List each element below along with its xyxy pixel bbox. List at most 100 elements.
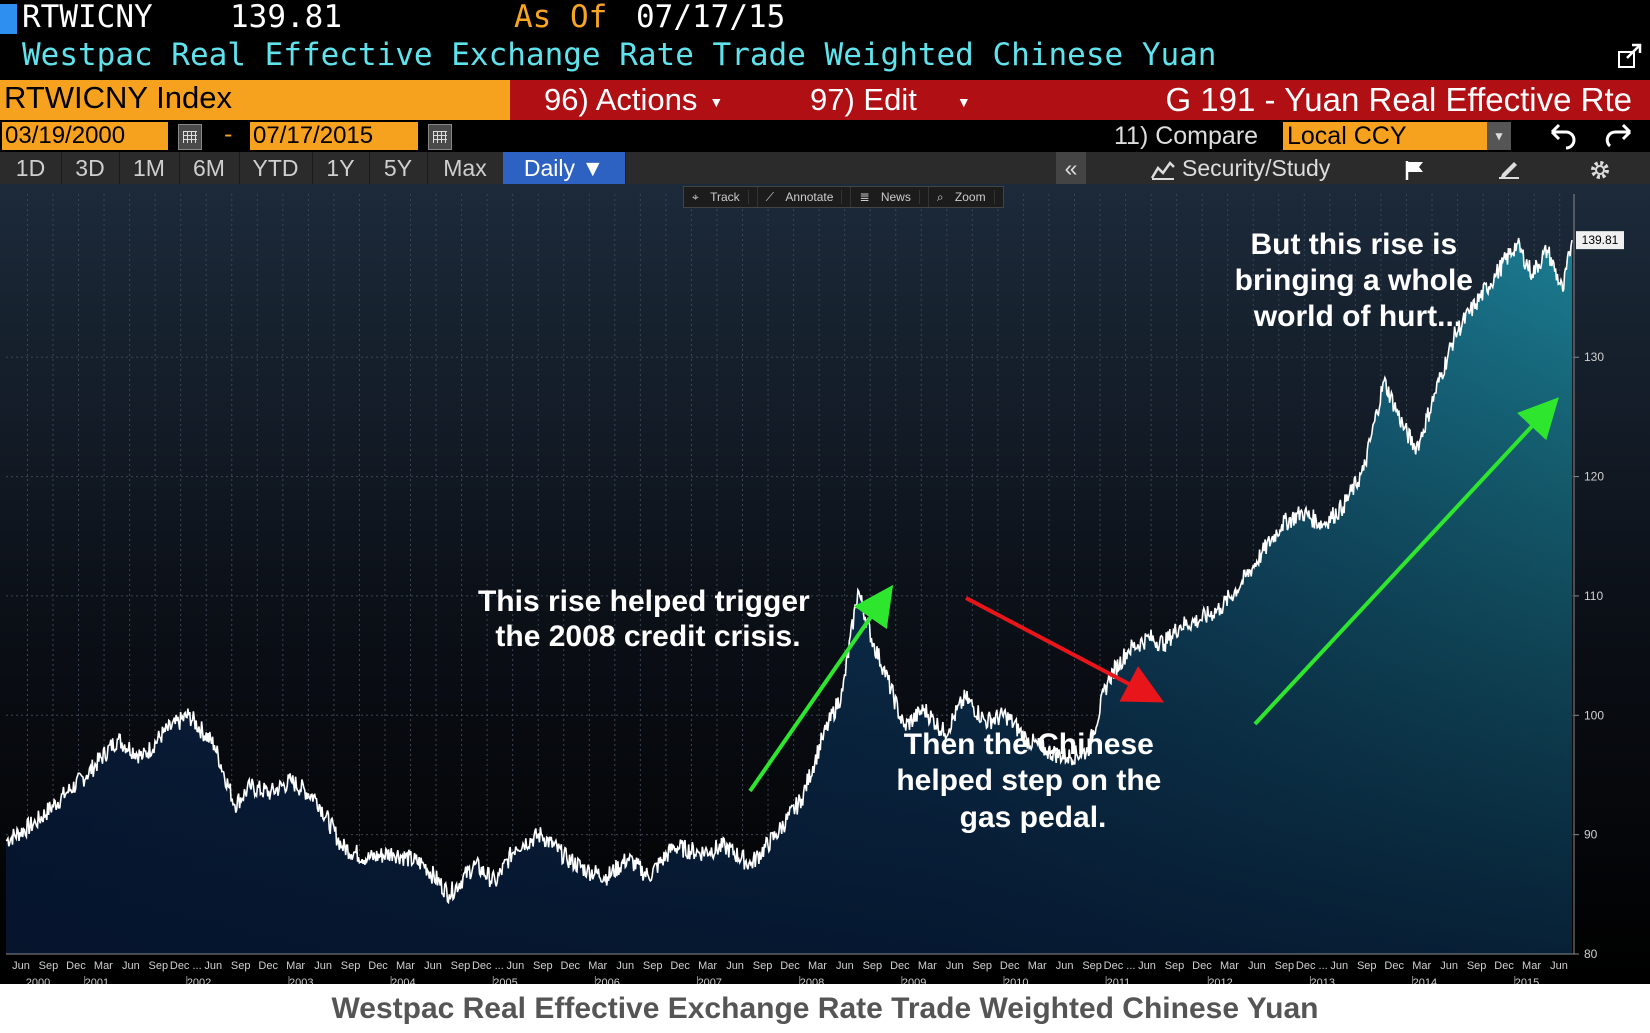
x-tick-label: Mar — [1412, 960, 1431, 972]
frequency-dropdown[interactable]: Daily ▼ — [503, 152, 626, 184]
x-year-label: 2011 — [1107, 977, 1131, 984]
x-year-label: 2005 — [493, 977, 517, 984]
tab-6m[interactable]: 6M — [179, 152, 240, 184]
y-tick-label: 130 — [1584, 350, 1604, 364]
header-accent-bar — [0, 4, 17, 34]
news-button[interactable]: ≣ News — [851, 187, 929, 207]
annotation-world-of-hurt: But this rise is bringing a whole world … — [1235, 228, 1482, 333]
x-tick-label: Jun — [1440, 960, 1458, 972]
x-year-label: 2009 — [902, 977, 926, 984]
y-tick-label: 90 — [1584, 828, 1598, 842]
annotate-button[interactable]: ⟋ Annotate — [758, 187, 852, 207]
x-year-label: 2007 — [698, 977, 722, 984]
x-tick-label: Jun — [1330, 960, 1348, 972]
x-year-label: 2002 — [187, 977, 211, 984]
annotation-arrow-green — [748, 584, 894, 793]
annotation-arrow-green — [1253, 397, 1559, 726]
tab-1y[interactable]: 1Y — [312, 152, 370, 184]
last-price: 139.81 — [230, 0, 342, 35]
series-area-shade — [6, 238, 1572, 954]
x-tick-label: Jun — [424, 960, 442, 972]
x-tick-label: Dec — [670, 960, 690, 972]
page-title: G 191 - Yuan Real Effective Rte — [1165, 81, 1632, 118]
security-description: Westpac Real Effective Exchange Rate Tra… — [22, 37, 1217, 73]
x-tick-label: Dec — [66, 960, 86, 972]
x-tick-label: Dec — [258, 960, 278, 972]
track-button[interactable]: ⌖ Track — [684, 187, 758, 207]
x-tick-label: Mar — [1522, 960, 1541, 972]
chevron-down-icon: ▼ — [956, 93, 971, 110]
tab-5y[interactable]: 5Y — [369, 152, 428, 184]
currency-select[interactable]: Local CCY — [1283, 122, 1487, 150]
annotation-arrow-red — [965, 596, 1165, 703]
x-tick-label: Mar — [1028, 960, 1047, 972]
chevron-down-icon[interactable]: ▼ — [1487, 122, 1511, 150]
last-value-label: 139.81 — [1582, 233, 1619, 247]
x-tick-label: Dec ... — [1104, 960, 1136, 972]
calendar-icon[interactable] — [178, 124, 202, 150]
x-tick-label: Jun — [314, 960, 332, 972]
calendar-icon[interactable] — [428, 124, 452, 150]
redo-icon[interactable] — [1604, 120, 1638, 157]
end-date-input[interactable]: 07/17/2015 — [250, 122, 418, 150]
x-tick-label: Dec ... — [170, 960, 202, 972]
x-tick-label: Mar — [698, 960, 717, 972]
date-range-bar: 03/19/2000 - 07/17/2015 11) Compare Loca… — [0, 120, 1650, 152]
last-value-marker: 139.81 — [1576, 231, 1624, 250]
x-year-label: 2013 — [1310, 977, 1334, 984]
x-tick-label: Dec — [890, 960, 910, 972]
x-tick-label: Sep — [643, 960, 663, 972]
tab-3d[interactable]: 3D — [61, 152, 120, 184]
zoom-button[interactable]: ⌕ Zoom — [929, 187, 1003, 207]
x-tick-label: Jun — [204, 960, 222, 972]
x-tick-label: Sep — [533, 960, 553, 972]
x-tick-label: Sep — [1082, 960, 1102, 972]
undo-icon[interactable] — [1544, 120, 1578, 157]
chart-panel: 80 90 100 110 120 130 Jun Sep Dec Mar Jun Sep Dec .… — [0, 184, 1650, 984]
y-tick-label: 80 — [1584, 947, 1598, 961]
x-tick-label: Sep — [39, 960, 59, 972]
x-tick-label: Sep — [1165, 960, 1185, 972]
y-tick-label: 120 — [1584, 470, 1604, 484]
collapse-button[interactable]: « — [1056, 152, 1086, 184]
x-tick-label: Jun — [1138, 960, 1156, 972]
x-tick-label: Mar — [918, 960, 937, 972]
x-year-label: 2003 — [289, 977, 313, 984]
tab-1d[interactable]: 1D — [0, 152, 62, 184]
x-tick-label: Mar — [94, 960, 113, 972]
tab-max[interactable]: Max — [427, 152, 504, 184]
x-tick-label: Dec — [780, 960, 800, 972]
security-study-button[interactable]: Security/Study — [1120, 152, 1360, 184]
edit-icon[interactable] — [1489, 152, 1529, 184]
x-tick-label: Dec ... — [472, 960, 504, 972]
chart-icon — [1150, 160, 1175, 180]
x-tick-label: Dec — [1192, 960, 1212, 972]
x-tick-label: Dec — [1000, 960, 1020, 972]
export-icon[interactable] — [1616, 42, 1644, 70]
x-tick-label: Sep — [1467, 960, 1487, 972]
x-year-label: 2010 — [1004, 977, 1028, 984]
security-index-field[interactable]: RTWICNY Index — [0, 80, 510, 120]
start-date-input[interactable]: 03/19/2000 — [2, 122, 168, 150]
x-tick-label: Mar — [286, 960, 305, 972]
x-tick-label: Jun — [946, 960, 964, 972]
flag-icon[interactable] — [1395, 152, 1435, 184]
caption-text: Westpac Real Effective Exchange Rate Tra… — [331, 992, 1319, 1025]
security-study-label: Security/Study — [1182, 155, 1331, 181]
as-of-label: As Of — [514, 0, 608, 35]
compare-button[interactable]: 11) Compare — [1114, 122, 1259, 150]
x-year-label: 2014 — [1413, 977, 1437, 984]
tab-1m[interactable]: 1M — [119, 152, 180, 184]
chevron-down-icon: ▼ — [709, 93, 724, 110]
x-tick-label: Sep — [753, 960, 773, 972]
ticker-symbol: RTWICNY — [22, 0, 153, 35]
edit-button[interactable]: 97) Edit ▼ — [810, 80, 971, 120]
as-of-date: 07/17/15 — [636, 0, 786, 35]
gear-icon[interactable] — [1580, 152, 1620, 184]
actions-button[interactable]: 96) Actions ▼ — [544, 80, 723, 120]
y-tick-label: 110 — [1584, 589, 1603, 603]
x-tick-label: Jun — [726, 960, 744, 972]
x-tick-label: Dec ... — [1296, 960, 1328, 972]
tab-ytd[interactable]: YTD — [239, 152, 313, 184]
